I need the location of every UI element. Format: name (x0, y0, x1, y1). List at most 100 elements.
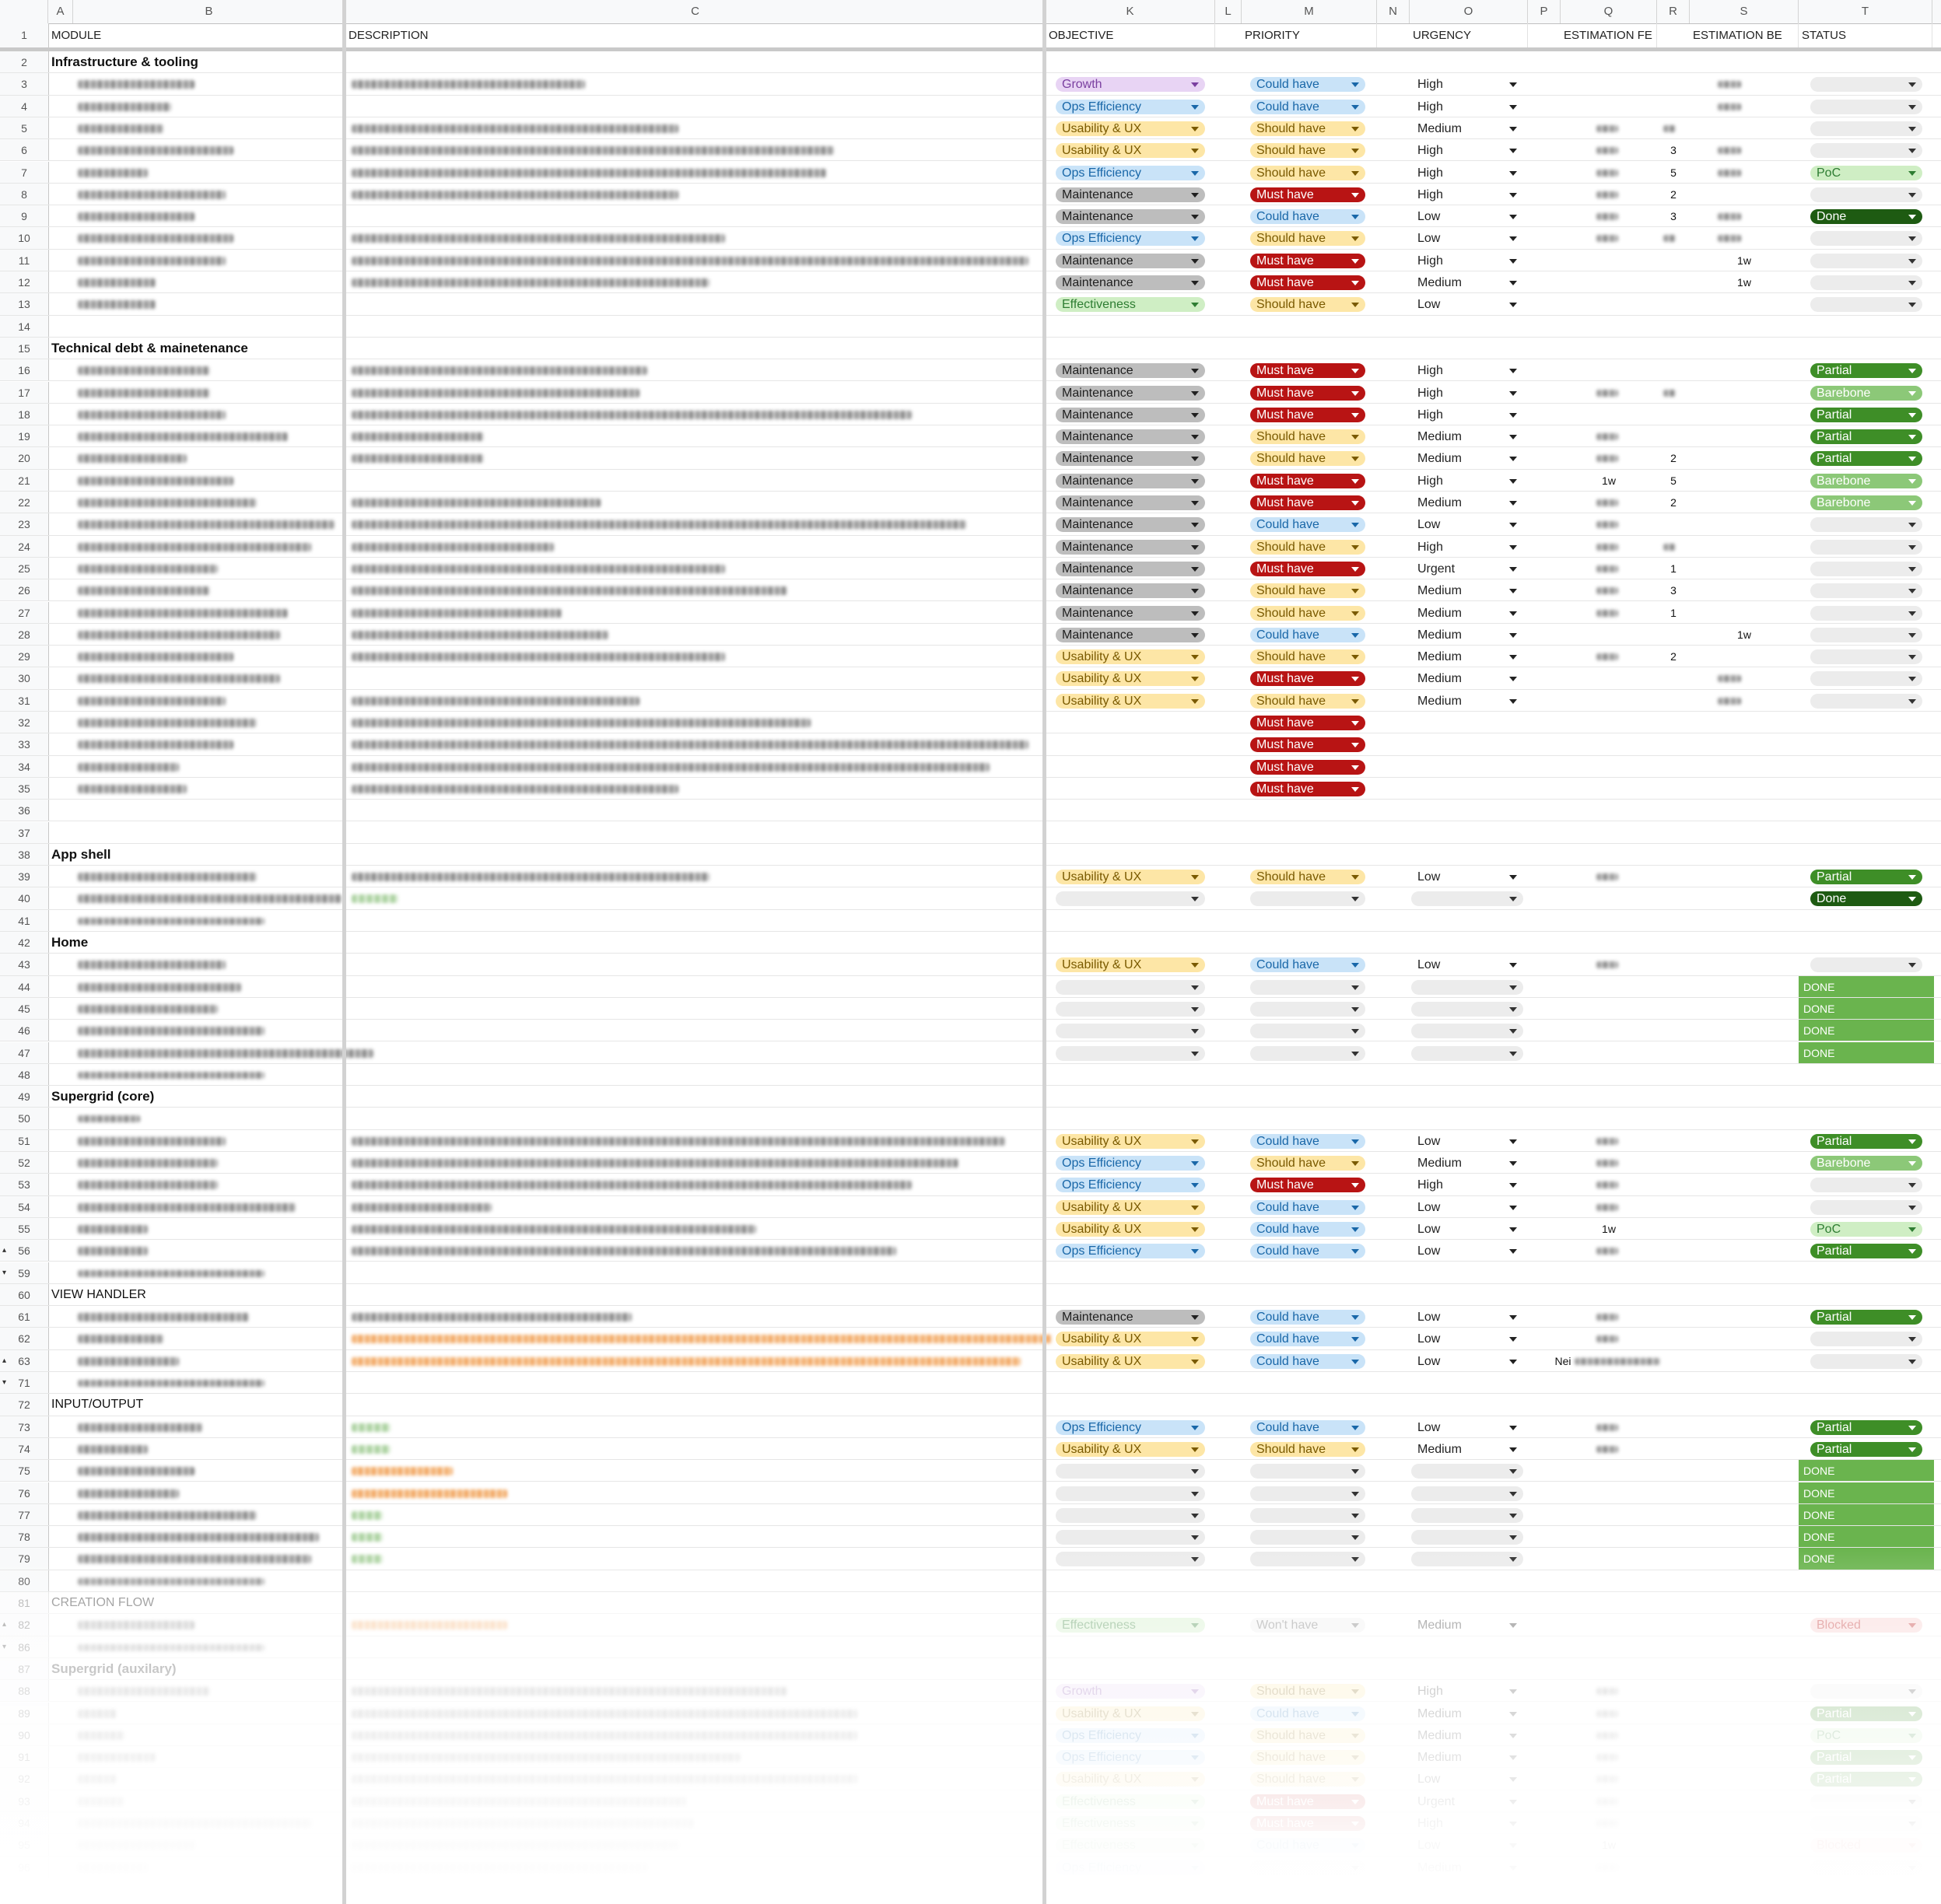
row-number[interactable]: 5 (0, 117, 49, 139)
priority-dropdown[interactable]: Could have (1250, 1244, 1365, 1259)
priority-dropdown[interactable] (1250, 1001, 1365, 1017)
objective-dropdown[interactable] (1056, 891, 1205, 907)
row-number[interactable]: 78 (0, 1526, 49, 1548)
priority-dropdown[interactable]: Could have (1250, 77, 1365, 93)
objective-dropdown[interactable]: Ops Efficiency (1056, 165, 1205, 180)
urgency-dropdown[interactable] (1411, 1001, 1523, 1017)
row-number[interactable]: 95 (0, 1834, 49, 1856)
objective-dropdown[interactable]: Ops Efficiency (1056, 1156, 1205, 1171)
urgency-dropdown[interactable]: Medium (1411, 628, 1523, 642)
row-number[interactable]: 41 (0, 909, 49, 931)
urgency-dropdown[interactable] (1411, 1507, 1523, 1523)
status-dropdown[interactable]: Blocked (1810, 1838, 1922, 1853)
objective-dropdown[interactable]: Usability & UX (1056, 1706, 1205, 1721)
row-number[interactable]: 51 (0, 1129, 49, 1151)
status-dropdown[interactable] (1810, 231, 1922, 247)
objective-dropdown[interactable]: Ops Efficiency (1056, 1419, 1205, 1435)
objective-dropdown[interactable]: Ops Efficiency (1056, 99, 1205, 114)
row-number[interactable]: 3 (0, 73, 49, 95)
row-number[interactable]: 29 (0, 646, 49, 667)
row-number[interactable]: 89 (0, 1702, 49, 1724)
row-number[interactable]: 14 (0, 315, 49, 337)
priority-dropdown[interactable]: Should have (1250, 649, 1365, 665)
objective-dropdown[interactable]: Maintenance (1056, 429, 1205, 445)
objective-dropdown[interactable]: Ops Efficiency (1056, 1750, 1205, 1766)
column-letter[interactable]: L (1215, 0, 1242, 23)
priority-dropdown[interactable]: Could have (1250, 1838, 1365, 1853)
priority-dropdown[interactable] (1250, 1552, 1365, 1567)
objective-dropdown[interactable]: Effectiveness (1056, 1794, 1205, 1809)
status-dropdown[interactable]: Partial (1810, 1133, 1922, 1149)
priority-dropdown[interactable]: Should have (1250, 583, 1365, 599)
urgency-dropdown[interactable]: Medium (1411, 671, 1523, 686)
urgency-dropdown[interactable]: High (1411, 77, 1523, 92)
priority-dropdown[interactable]: Could have (1250, 1199, 1365, 1215)
urgency-dropdown[interactable] (1411, 1530, 1523, 1545)
row-number[interactable]: 74 (0, 1437, 49, 1460)
priority-dropdown[interactable]: Should have (1250, 1727, 1365, 1743)
expand-group-icon[interactable]: ▾ (2, 1642, 7, 1651)
priority-dropdown[interactable] (1250, 1530, 1365, 1545)
row-number[interactable]: 60 (0, 1283, 49, 1306)
status-dropdown[interactable] (1810, 517, 1922, 533)
row-number[interactable]: 23 (0, 513, 49, 535)
objective-dropdown[interactable]: Usability & UX (1056, 693, 1205, 709)
objective-dropdown[interactable] (1056, 979, 1205, 995)
urgency-dropdown[interactable] (1411, 1486, 1523, 1501)
priority-dropdown[interactable]: Must have (1250, 716, 1365, 730)
row-number[interactable]: 1 (0, 23, 49, 47)
priority-dropdown[interactable]: Should have (1250, 297, 1365, 313)
urgency-dropdown[interactable]: High (1411, 1684, 1523, 1699)
urgency-dropdown[interactable]: High (1411, 386, 1523, 401)
priority-dropdown[interactable]: Should have (1250, 539, 1365, 555)
objective-dropdown[interactable]: Maintenance (1056, 451, 1205, 467)
priority-dropdown[interactable]: Should have (1250, 1684, 1365, 1699)
priority-dropdown[interactable] (1250, 1024, 1365, 1039)
urgency-dropdown[interactable]: Low (1411, 1838, 1523, 1853)
priority-dropdown[interactable]: Must have (1250, 495, 1365, 510)
priority-dropdown[interactable] (1250, 1860, 1365, 1875)
header-priority[interactable]: PRIORITY (1242, 23, 1377, 47)
objective-dropdown[interactable]: Effectiveness (1056, 1618, 1205, 1633)
urgency-dropdown[interactable]: Medium (1411, 1750, 1523, 1765)
row-number[interactable]: 42 (0, 932, 49, 954)
priority-dropdown[interactable]: Must have (1250, 385, 1365, 401)
row-number[interactable]: 40 (0, 887, 49, 909)
status-dropdown[interactable] (1810, 627, 1922, 642)
status-dropdown[interactable]: Barebone (1810, 385, 1922, 401)
priority-dropdown[interactable]: Must have (1250, 253, 1365, 268)
objective-dropdown[interactable]: Usability & UX (1056, 1332, 1205, 1347)
priority-dropdown[interactable]: Must have (1250, 781, 1365, 796)
priority-dropdown[interactable]: Should have (1250, 165, 1365, 180)
urgency-dropdown[interactable]: Medium (1411, 429, 1523, 444)
row-number[interactable]: 82 (0, 1614, 49, 1636)
row-number[interactable]: 46 (0, 1020, 49, 1041)
status-done-cell[interactable]: DONE (1799, 1526, 1934, 1548)
row-number[interactable]: 44 (0, 975, 49, 997)
objective-dropdown[interactable]: Usability & UX (1056, 1221, 1205, 1237)
objective-dropdown[interactable]: Maintenance (1056, 363, 1205, 379)
status-done-cell[interactable]: DONE (1799, 975, 1934, 997)
objective-dropdown[interactable]: Ops Efficiency (1056, 1860, 1205, 1875)
objective-dropdown[interactable] (1056, 1530, 1205, 1545)
urgency-dropdown[interactable]: Low (1411, 517, 1523, 532)
row-number[interactable]: 39 (0, 866, 49, 887)
urgency-dropdown[interactable] (1411, 1024, 1523, 1039)
urgency-dropdown[interactable]: High (1411, 143, 1523, 158)
row-number[interactable]: 27 (0, 601, 49, 623)
urgency-dropdown[interactable]: High (1411, 408, 1523, 422)
status-dropdown[interactable]: Barebone (1810, 495, 1922, 510)
row-number[interactable]: 87 (0, 1657, 49, 1680)
status-dropdown[interactable] (1810, 121, 1922, 136)
row-number[interactable]: 33 (0, 733, 49, 755)
priority-dropdown[interactable]: Should have (1250, 1441, 1365, 1457)
status-dropdown[interactable] (1810, 649, 1922, 665)
row-number[interactable]: 16 (0, 359, 49, 381)
urgency-dropdown[interactable]: Medium (1411, 694, 1523, 709)
status-dropdown[interactable] (1810, 1816, 1922, 1831)
priority-dropdown[interactable]: Could have (1250, 627, 1365, 642)
objective-dropdown[interactable]: Maintenance (1056, 539, 1205, 555)
status-dropdown[interactable]: Done (1810, 891, 1922, 907)
urgency-dropdown[interactable]: Low (1411, 1310, 1523, 1325)
row-number[interactable]: 4 (0, 95, 49, 117)
